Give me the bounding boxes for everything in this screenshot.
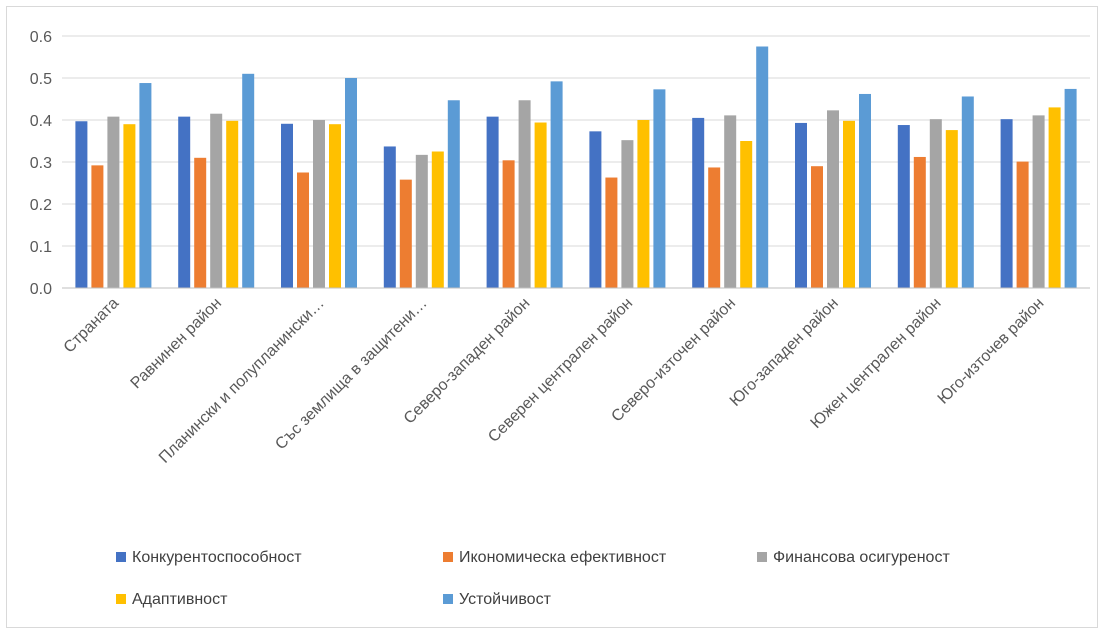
bar bbox=[913, 156, 926, 288]
bar bbox=[621, 140, 634, 288]
y-tick-label: 0.5 bbox=[30, 71, 52, 88]
y-tick-label: 0.6 bbox=[30, 29, 52, 46]
bar bbox=[843, 120, 855, 288]
bar bbox=[811, 166, 823, 288]
bar bbox=[107, 116, 120, 288]
bar bbox=[1016, 161, 1029, 288]
bar bbox=[637, 120, 650, 288]
bar bbox=[383, 146, 396, 288]
legend-label: Финансова осигуреност bbox=[773, 549, 950, 566]
bar bbox=[178, 116, 191, 288]
bar bbox=[795, 122, 807, 288]
bar bbox=[929, 119, 942, 288]
bar bbox=[91, 165, 104, 288]
bar bbox=[75, 121, 88, 288]
bar bbox=[589, 131, 602, 288]
bar bbox=[653, 89, 666, 288]
bar bbox=[518, 100, 531, 288]
bar bbox=[1000, 119, 1013, 288]
bar bbox=[486, 116, 499, 288]
legend: Конкурентоспособност Икономическа ефектив… bbox=[116, 549, 950, 608]
bar bbox=[740, 141, 753, 288]
bar bbox=[139, 83, 152, 288]
bar bbox=[281, 123, 293, 288]
bar bbox=[399, 179, 412, 288]
legend-label: Устойчивост bbox=[459, 591, 552, 608]
bar bbox=[550, 81, 563, 288]
bar bbox=[226, 120, 239, 288]
bar bbox=[1048, 107, 1061, 289]
bar bbox=[1064, 88, 1077, 288]
bars bbox=[75, 46, 1077, 289]
bar bbox=[242, 73, 255, 288]
legend-swatch bbox=[116, 594, 126, 604]
legend-swatch bbox=[116, 552, 126, 562]
bar bbox=[859, 93, 871, 289]
bar bbox=[502, 160, 515, 288]
bar bbox=[415, 154, 428, 288]
bar bbox=[945, 130, 958, 288]
bar bbox=[313, 120, 325, 288]
bar bbox=[692, 117, 705, 289]
bar bbox=[605, 177, 618, 288]
y-tick-label: 0.0 bbox=[30, 281, 52, 298]
bar bbox=[345, 78, 357, 288]
bar bbox=[724, 115, 737, 288]
bar bbox=[123, 124, 136, 288]
y-tick-label: 0.3 bbox=[30, 155, 52, 172]
y-tick-label: 0.2 bbox=[30, 197, 52, 214]
bar bbox=[897, 125, 910, 288]
bar bbox=[756, 46, 769, 288]
y-axis-ticks: 0.0 0.1 0.2 0.3 0.4 0.5 0.6 bbox=[30, 29, 52, 298]
legend-swatch bbox=[443, 594, 453, 604]
legend-swatch bbox=[443, 552, 453, 562]
x-category-label: Юго-западен район bbox=[727, 295, 842, 410]
bar bbox=[297, 172, 309, 288]
legend-swatch bbox=[757, 552, 767, 562]
y-tick-label: 0.1 bbox=[30, 239, 52, 256]
x-category-label: Юго-източев район bbox=[935, 295, 1048, 408]
bar bbox=[431, 151, 444, 288]
bar bbox=[194, 157, 207, 288]
x-category-label: Планински и полупланински… bbox=[156, 295, 328, 467]
x-category-label: Страната bbox=[61, 295, 123, 357]
bar bbox=[1032, 115, 1045, 288]
y-tick-label: 0.4 bbox=[30, 113, 52, 130]
x-category-label: Равнинен район bbox=[128, 295, 225, 392]
legend-label: Конкурентоспособност bbox=[132, 549, 302, 566]
bar bbox=[534, 122, 547, 289]
bar bbox=[329, 124, 341, 288]
legend-label: Адаптивност bbox=[132, 591, 228, 608]
legend-label: Икономическа ефективност bbox=[459, 549, 667, 566]
bar bbox=[961, 96, 974, 288]
bar bbox=[447, 100, 460, 288]
bar bbox=[827, 110, 839, 288]
bar bbox=[210, 113, 223, 288]
bar bbox=[708, 167, 721, 288]
